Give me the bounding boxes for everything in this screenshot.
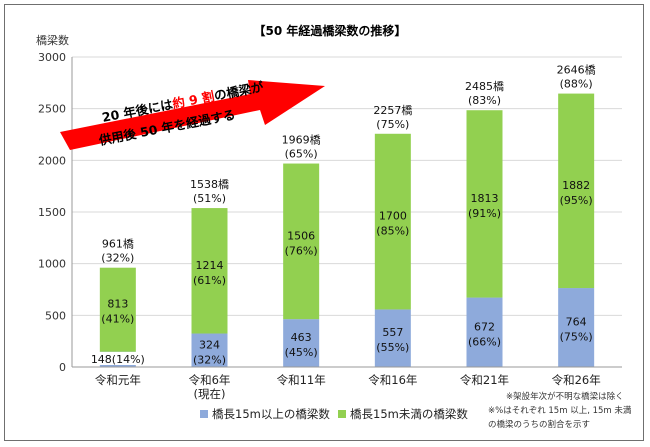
data-label-15m-over-pct: (32%) (193, 353, 226, 366)
total-label-pct: (65%) (285, 148, 318, 161)
legend: 橋長15m以上の橋梁数 橋長15m未満の橋梁数 (200, 407, 468, 421)
bar-15m-over (374, 309, 411, 367)
data-label-15m-over-pct: (45%) (285, 346, 318, 359)
total-label: 2485橋 (465, 79, 504, 93)
trend-arrow (60, 80, 325, 150)
total-label-pct: (83%) (468, 94, 501, 107)
data-label-15m-under: 1700 (379, 210, 407, 223)
bar-15m-over (558, 288, 595, 367)
bar-15m-under (558, 93, 595, 289)
legend-swatch-15m-under (338, 410, 346, 418)
data-label-15m-over-pct: (66%) (468, 335, 501, 348)
data-label-15m-under-pct: (41%) (101, 313, 134, 326)
x-tick-label: 令和11年 (277, 373, 326, 387)
legend-label-15m-over: 橋長15m以上の橋梁数 (212, 407, 330, 421)
data-label-15m-over: 764 (566, 316, 587, 329)
y-tick-label: 0 (59, 361, 66, 374)
data-label-15m-over-pct: (55%) (376, 341, 409, 354)
total-label: 961橋 (102, 237, 134, 251)
bar-15m-over (283, 319, 320, 367)
data-label-background (92, 352, 143, 365)
bar-15m-under (374, 133, 411, 310)
y-axis-label: 橋梁数 (36, 33, 69, 47)
data-label-15m-under: 1813 (471, 192, 499, 205)
chart-frame (4, 4, 644, 441)
x-tick-label: 令和16年 (368, 373, 417, 387)
footnote-2: ※%はそれぞれ 15m 以上, 15m 未満 (488, 405, 632, 416)
footnote-3: の橋梁のうちの割合を示す (488, 419, 590, 430)
total-label-pct: (51%) (193, 192, 226, 205)
y-tick-label: 3000 (38, 51, 66, 64)
data-label-15m-under: 1882 (562, 179, 590, 192)
data-label-15m-over: 463 (291, 331, 312, 344)
data-label-15m-over: 324 (199, 338, 220, 351)
total-label: 1969橋 (282, 133, 321, 147)
bar-15m-under (99, 267, 136, 352)
total-label-pct: (32%) (101, 252, 134, 265)
data-label-15m-under: 1506 (287, 229, 315, 242)
data-label-15m-under-pct: (95%) (560, 194, 593, 207)
data-label-15m-under-pct: (76%) (285, 244, 318, 257)
data-label-15m-under-pct: (91%) (468, 207, 501, 220)
axis-layer: 0 500 1000 1500 2000 2500 3000 令和元年 令和6年(現在) 令和11… (38, 51, 622, 401)
x-tick-label: 令和元年 (95, 373, 141, 387)
total-label: 2646橋 (557, 63, 596, 77)
total-label: 2257橋 (373, 103, 412, 117)
footnotes: ※架設年次が不明な橋梁は除く ※%はそれぞれ 15m 以上, 15m 未満 の橋… (488, 391, 632, 430)
data-label-15m-over: 557 (382, 326, 403, 339)
y-tick-label: 500 (45, 309, 66, 322)
legend-label-15m-under: 橋長15m未満の橋梁数 (350, 407, 468, 421)
x-tick-label: 令和26年 (552, 373, 601, 387)
y-tick-label: 1500 (38, 206, 66, 219)
data-label-15m-under-pct: (61%) (193, 274, 226, 287)
bar-15m-under (466, 110, 503, 298)
chart-title: 【50 年経過橋梁数の推移】 (254, 23, 407, 38)
data-label-15m-under: 813 (107, 298, 128, 311)
y-tick-label: 1000 (38, 258, 66, 271)
x-tick-label: 令和21年 (460, 373, 509, 387)
label-layer: 148(14%)813(41%)961橋(32%)324(32%)1214(61… (91, 63, 596, 367)
data-label-15m-over: 672 (474, 320, 495, 333)
data-label-15m-over: 148(14%) (91, 353, 145, 366)
y-tick-label: 2500 (38, 103, 66, 116)
total-label-pct: (75%) (376, 118, 409, 131)
bar-15m-over (466, 297, 503, 367)
x-tick-label: 令和6年 (189, 373, 231, 387)
data-label-15m-under-pct: (85%) (376, 225, 409, 238)
total-label-pct: (88%) (560, 78, 593, 91)
legend-swatch-15m-over (200, 410, 208, 418)
x-tick-label-sub: (現在) (194, 387, 226, 401)
y-tick-label: 2000 (38, 154, 66, 167)
total-label: 1538橋 (190, 177, 229, 191)
data-label-15m-under: 1214 (196, 259, 224, 272)
bar-15m-under (283, 163, 320, 320)
bar-15m-over (191, 333, 228, 367)
bar-15m-under (191, 208, 228, 334)
footnote-1: ※架設年次が不明な橋梁は除く (506, 391, 624, 402)
data-label-15m-over-pct: (75%) (560, 331, 593, 344)
bar-layer (99, 93, 595, 367)
